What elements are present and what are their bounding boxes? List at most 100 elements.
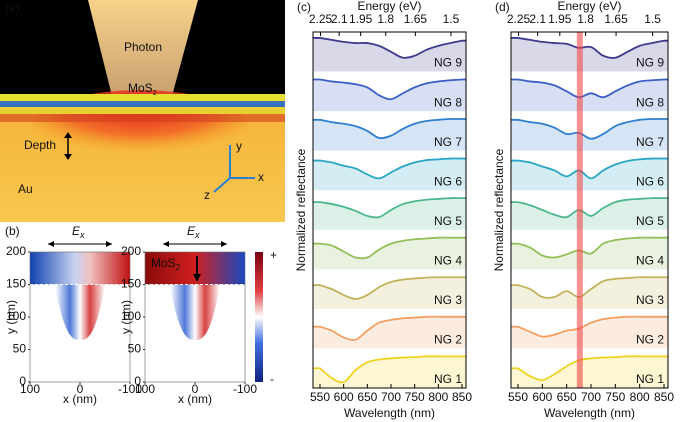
x-axis-label: x (nm) [63, 392, 97, 406]
x-tick-label: 750 [605, 390, 625, 404]
series-label: NG 9 [434, 56, 462, 70]
x-axis-label: Wavelength (nm) [544, 406, 635, 420]
plot-frame [312, 31, 467, 389]
area [511, 237, 668, 270]
area [313, 158, 466, 191]
area [313, 118, 466, 151]
series-label: NG 9 [636, 56, 664, 70]
mos2-sub: 2 [153, 90, 157, 97]
y-axis-label: Normalized reflectance [492, 148, 506, 271]
y-tick-label: 200 [121, 244, 141, 258]
series-label: NG 7 [636, 135, 664, 149]
area [511, 356, 668, 388]
y-axis-label: Normalized reflectance [294, 148, 308, 271]
groove-field [55, 284, 105, 340]
y-tick-label: 150 [6, 277, 26, 291]
line [511, 37, 668, 59]
mos2-label: MoS2 [151, 256, 181, 272]
line [511, 236, 668, 259]
line [313, 197, 466, 219]
series-label: NG 3 [434, 293, 462, 307]
x-tick-label: 850 [654, 390, 674, 404]
line [313, 276, 466, 300]
series-label: NG 6 [636, 174, 664, 188]
line [511, 276, 668, 299]
top-axis-title: Energy (eV) [557, 0, 621, 13]
top-tick-label: 1.65 [604, 12, 628, 26]
series-label: NG 5 [434, 214, 462, 228]
x-tick-label: 600 [532, 390, 552, 404]
area [511, 79, 668, 112]
panel-label: (b) [5, 224, 20, 238]
x-tick-label: -100 [118, 382, 142, 396]
y-tick-label: 50 [128, 342, 142, 356]
arrowhead [48, 241, 54, 247]
y-tick-label: 200 [6, 244, 26, 258]
top-tick-label: 2.25 [309, 12, 333, 26]
y-axis-label: y (nm) [4, 300, 18, 334]
axes-glyph [213, 145, 255, 193]
x-tick-label: 100 [135, 382, 155, 396]
field-text: E [187, 224, 196, 238]
series-label: NG 1 [636, 372, 664, 386]
area [313, 198, 466, 230]
panel-label: (a) [5, 1, 20, 15]
axis-line [213, 177, 231, 193]
depth-label: Depth [24, 138, 56, 152]
top-tick-label: 1.95 [548, 12, 572, 26]
top-tick-label: 2.1 [529, 12, 546, 26]
line [511, 315, 668, 338]
field-sub: x [194, 230, 200, 240]
arrowhead [106, 241, 112, 247]
x-tick-label: 650 [557, 390, 577, 404]
groove-field [170, 284, 220, 340]
colorbar [255, 252, 263, 382]
series-label: NG 6 [434, 174, 462, 188]
x-tick-label: 700 [381, 390, 401, 404]
arrowhead [64, 154, 72, 160]
series-label: NG 8 [434, 95, 462, 109]
x-tick-label: 850 [452, 390, 472, 404]
panel-label: (d) [495, 0, 510, 14]
top-tick-label: 1.8 [577, 12, 594, 26]
line [313, 78, 466, 101]
series-label: NG 3 [636, 293, 664, 307]
y-tick-label: 0 [19, 374, 26, 388]
colorbar-max: + [270, 248, 277, 262]
series-label: NG 4 [636, 254, 664, 268]
series-label: NG 1 [434, 372, 462, 386]
axis-y: y [236, 139, 242, 153]
area [313, 237, 466, 270]
x-tick-label: 600 [334, 390, 354, 404]
top-tick-label: 1.5 [443, 12, 460, 26]
colorbar-min: - [270, 372, 274, 386]
y-tick-label: 150 [121, 277, 141, 291]
field-label: Ex [187, 224, 200, 240]
line [511, 355, 668, 381]
series-label: NG 4 [434, 254, 462, 268]
mos2-label: MoS2 [128, 81, 157, 97]
series-label: NG 2 [636, 333, 664, 347]
area [511, 277, 668, 309]
x-tick-label: 750 [405, 390, 425, 404]
area [511, 316, 668, 349]
y-axis-label: y (nm) [119, 300, 133, 334]
mos2-text: MoS [151, 256, 176, 270]
area [511, 198, 668, 230]
line [511, 157, 668, 180]
line [511, 118, 668, 140]
line [511, 78, 668, 99]
x-tick-label: 100 [20, 382, 40, 396]
mos2-sub: 2 [176, 263, 181, 272]
field-map-top [145, 252, 245, 285]
line [313, 236, 466, 260]
top-tick-label: 2.25 [507, 12, 531, 26]
metal-label: Au [18, 182, 33, 196]
x-tick-label: 0 [192, 382, 199, 396]
x-tick-label: 0 [77, 382, 84, 396]
x-tick-label: 550 [508, 390, 528, 404]
top-tick-label: 1.65 [404, 12, 428, 26]
arrowhead [193, 274, 201, 282]
area [313, 277, 466, 309]
